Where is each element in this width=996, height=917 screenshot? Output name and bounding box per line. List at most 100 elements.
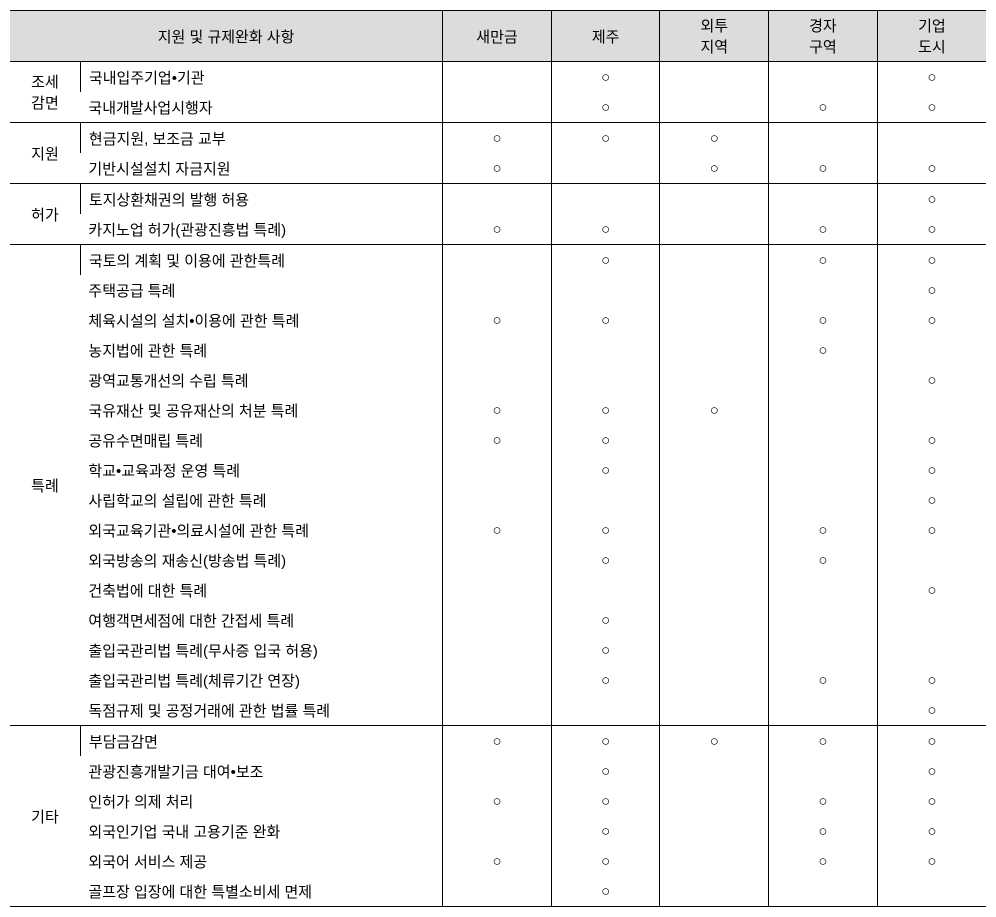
mark-cell: ○ — [551, 545, 660, 575]
mark-cell — [877, 395, 986, 425]
mark-cell — [660, 305, 769, 335]
mark-cell — [660, 816, 769, 846]
item-cell: 카지노업 허가(관광진흥법 특례) — [80, 214, 442, 245]
item-cell: 학교•교육과정 운영 특례 — [80, 455, 442, 485]
mark-cell: ○ — [551, 123, 660, 154]
mark-cell: ○ — [769, 92, 878, 123]
category-cell: 조세감면 — [10, 62, 80, 123]
item-cell: 골프장 입장에 대한 특별소비세 면제 — [80, 876, 442, 907]
mark-cell — [443, 245, 552, 276]
category-cell: 기타 — [10, 726, 80, 907]
mark-cell: ○ — [769, 665, 878, 695]
mark-cell — [660, 365, 769, 395]
mark-cell — [443, 605, 552, 635]
mark-cell — [443, 695, 552, 726]
table-row: 국유재산 및 공유재산의 처분 특례○○○ — [10, 395, 986, 425]
mark-cell: ○ — [443, 425, 552, 455]
table-row: 출입국관리법 특례(체류기간 연장)○○○ — [10, 665, 986, 695]
item-cell: 부담금감면 — [80, 726, 442, 757]
mark-cell: ○ — [769, 153, 878, 184]
mark-cell: ○ — [769, 515, 878, 545]
mark-cell — [660, 62, 769, 93]
mark-cell — [877, 335, 986, 365]
mark-cell: ○ — [551, 62, 660, 93]
table-row: 외국어 서비스 제공○○○○ — [10, 846, 986, 876]
header-zone-1: 제주 — [551, 11, 660, 62]
mark-cell — [551, 695, 660, 726]
category-cell: 특례 — [10, 245, 80, 726]
table-row: 외국교육기관•의료시설에 관한 특례○○○○ — [10, 515, 986, 545]
mark-cell: ○ — [551, 665, 660, 695]
mark-cell: ○ — [551, 305, 660, 335]
mark-cell — [769, 123, 878, 154]
header-zone-2: 외투지역 — [660, 11, 769, 62]
mark-cell — [551, 184, 660, 215]
item-cell: 독점규제 및 공정거래에 관한 법률 특례 — [80, 695, 442, 726]
mark-cell — [443, 756, 552, 786]
item-cell: 농지법에 관한 특례 — [80, 335, 442, 365]
mark-cell — [660, 245, 769, 276]
header-zone-4: 기업도시 — [877, 11, 986, 62]
mark-cell: ○ — [877, 455, 986, 485]
mark-cell — [443, 665, 552, 695]
mark-cell — [660, 756, 769, 786]
mark-cell: ○ — [443, 214, 552, 245]
item-cell: 광역교통개선의 수립 특례 — [80, 365, 442, 395]
header-main: 지원 및 규제완화 사항 — [10, 11, 443, 62]
mark-cell: ○ — [877, 786, 986, 816]
table-row: 외국방송의 재송신(방송법 특례)○○ — [10, 545, 986, 575]
mark-cell: ○ — [877, 305, 986, 335]
item-cell: 국내입주기업•기관 — [80, 62, 442, 93]
mark-cell — [660, 786, 769, 816]
table-row: 사립학교의 설립에 관한 특례 ○ — [10, 485, 986, 515]
table-row: 농지법에 관한 특례 ○ — [10, 335, 986, 365]
mark-cell — [443, 275, 552, 305]
mark-cell: ○ — [877, 575, 986, 605]
table-header: 지원 및 규제완화 사항 새만금 제주 외투지역 경자구역 기업도시 — [10, 11, 986, 62]
mark-cell: ○ — [877, 846, 986, 876]
mark-cell — [660, 605, 769, 635]
item-cell: 외국방송의 재송신(방송법 특례) — [80, 545, 442, 575]
item-cell: 국유재산 및 공유재산의 처분 특례 — [80, 395, 442, 425]
mark-cell — [660, 184, 769, 215]
mark-cell — [877, 876, 986, 907]
mark-cell: ○ — [877, 425, 986, 455]
mark-cell: ○ — [877, 275, 986, 305]
mark-cell: ○ — [551, 756, 660, 786]
table-row: 골프장 입장에 대한 특별소비세 면제 ○ — [10, 876, 986, 907]
mark-cell: ○ — [443, 515, 552, 545]
item-cell: 사립학교의 설립에 관한 특례 — [80, 485, 442, 515]
mark-cell: ○ — [551, 635, 660, 665]
mark-cell: ○ — [769, 335, 878, 365]
table-row: 기반시설설치 자금지원○○○○ — [10, 153, 986, 184]
mark-cell: ○ — [877, 153, 986, 184]
mark-cell: ○ — [551, 876, 660, 907]
mark-cell: ○ — [769, 214, 878, 245]
mark-cell — [551, 575, 660, 605]
mark-cell — [443, 455, 552, 485]
mark-cell: ○ — [769, 846, 878, 876]
item-cell: 주택공급 특례 — [80, 275, 442, 305]
table-row: 독점규제 및 공정거래에 관한 법률 특례○ — [10, 695, 986, 726]
mark-cell — [660, 846, 769, 876]
mark-cell: ○ — [660, 726, 769, 757]
mark-cell: ○ — [443, 395, 552, 425]
table-row: 국내개발사업시행자○○○ — [10, 92, 986, 123]
mark-cell — [769, 635, 878, 665]
mark-cell — [660, 545, 769, 575]
mark-cell — [769, 395, 878, 425]
mark-cell — [769, 425, 878, 455]
mark-cell — [551, 335, 660, 365]
mark-cell: ○ — [877, 485, 986, 515]
mark-cell: ○ — [660, 395, 769, 425]
mark-cell — [769, 485, 878, 515]
mark-cell — [660, 575, 769, 605]
item-cell: 여행객면세점에 대한 간접세 특례 — [80, 605, 442, 635]
mark-cell: ○ — [551, 726, 660, 757]
mark-cell: ○ — [443, 123, 552, 154]
mark-cell: ○ — [660, 153, 769, 184]
mark-cell: ○ — [443, 305, 552, 335]
mark-cell: ○ — [551, 846, 660, 876]
mark-cell — [551, 153, 660, 184]
mark-cell — [877, 605, 986, 635]
